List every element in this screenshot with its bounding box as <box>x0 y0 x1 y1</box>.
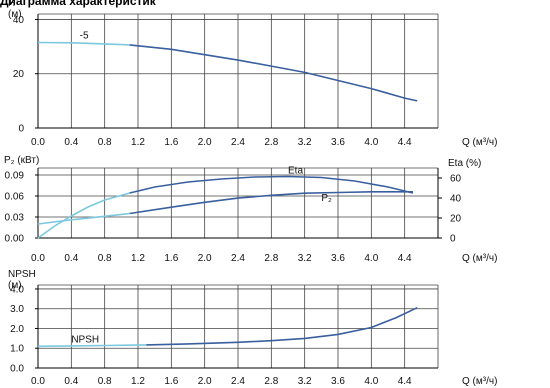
x-tick-label: 0.4 <box>64 137 78 148</box>
x-tick-label: 3.2 <box>298 137 312 148</box>
x-axis-label: Q (м³/ч) <box>462 137 497 148</box>
x-tick-label: 2.8 <box>264 253 278 264</box>
x-tick-label: 1.2 <box>131 253 145 264</box>
y-tick-label: 0.06 <box>5 192 25 203</box>
series-line <box>37 344 147 348</box>
series-line <box>37 192 130 239</box>
x-tick-label: 0.0 <box>31 253 45 264</box>
y-axis-label: (м) <box>8 280 22 291</box>
x-axis-label: Q (м³/ч) <box>462 376 497 387</box>
x-tick-label: 4.0 <box>364 253 378 264</box>
y-axis-label-right: Eta (%) <box>448 158 481 169</box>
series-line <box>146 306 418 346</box>
series-label: Eta <box>288 166 303 177</box>
series-line <box>37 212 130 225</box>
y-tick-label: 0.09 <box>5 171 25 182</box>
series-line <box>129 191 413 215</box>
y-tick-label: 2.0 <box>10 324 24 335</box>
x-tick-label: 1.6 <box>164 376 178 387</box>
y-tick-label: 1.0 <box>10 344 24 355</box>
x-tick-label: 2.4 <box>231 253 245 264</box>
series-line <box>129 44 418 102</box>
x-tick-label: 0.4 <box>64 253 78 264</box>
y-right-tick-label: 20 <box>450 214 462 225</box>
chart-title: Диаграмма характеристик <box>0 0 156 8</box>
x-tick-label: 4.0 <box>364 137 378 148</box>
x-tick-label: 1.2 <box>131 137 145 148</box>
series-label: P₂ <box>321 193 332 204</box>
y-tick-label: 0.03 <box>5 213 25 224</box>
y-tick-label: 40 <box>13 15 25 26</box>
series-label: -5 <box>80 30 89 41</box>
x-tick-label: 0.4 <box>64 376 78 387</box>
y-axis-label: P₂ (кВт) <box>4 155 39 166</box>
y-axis-label: NPSH <box>8 269 36 280</box>
x-tick-label: 2.0 <box>198 253 212 264</box>
y-tick-label: 0.0 <box>10 364 24 375</box>
x-tick-label: 0.0 <box>31 376 45 387</box>
x-tick-label: 3.6 <box>331 253 345 264</box>
x-tick-label: 2.4 <box>231 137 245 148</box>
y-right-tick-label: 40 <box>450 194 462 205</box>
x-tick-label: 4.4 <box>398 376 412 387</box>
y-tick-label: 4.0 <box>10 284 24 295</box>
x-tick-label: 1.6 <box>164 137 178 148</box>
series-label: NPSH <box>71 334 99 345</box>
x-tick-label: 2.8 <box>264 376 278 387</box>
x-tick-label: 4.0 <box>364 376 378 387</box>
x-tick-label: 0.8 <box>98 253 112 264</box>
x-tick-label: 1.2 <box>131 376 145 387</box>
x-tick-label: 1.6 <box>164 253 178 264</box>
series-line <box>129 175 414 194</box>
y-tick-label: 3.0 <box>10 304 24 315</box>
x-tick-label: 0.0 <box>31 137 45 148</box>
x-tick-label: 4.4 <box>398 137 412 148</box>
y-tick-label: 20 <box>13 69 25 80</box>
x-tick-label: 4.4 <box>398 253 412 264</box>
x-tick-label: 2.0 <box>198 376 212 387</box>
x-tick-label: 3.6 <box>331 376 345 387</box>
x-tick-label: 3.2 <box>298 253 312 264</box>
y-right-tick-label: 60 <box>450 174 462 185</box>
y-axis-label: (м) <box>8 9 22 20</box>
x-tick-label: 3.6 <box>331 137 345 148</box>
y-tick-label: 0.00 <box>5 234 25 245</box>
y-axis-label: H <box>8 0 15 9</box>
x-tick-label: 0.8 <box>98 137 112 148</box>
x-tick-label: 0.8 <box>98 376 112 387</box>
x-tick-label: 2.0 <box>198 137 212 148</box>
x-tick-label: 3.2 <box>298 376 312 387</box>
series-line <box>37 41 130 46</box>
x-tick-label: 2.8 <box>264 137 278 148</box>
x-tick-label: 2.4 <box>231 376 245 387</box>
y-right-tick-label: 0 <box>450 234 456 245</box>
y-tick-label: 0 <box>18 124 24 135</box>
x-axis-label: Q (м³/ч) <box>462 253 497 264</box>
